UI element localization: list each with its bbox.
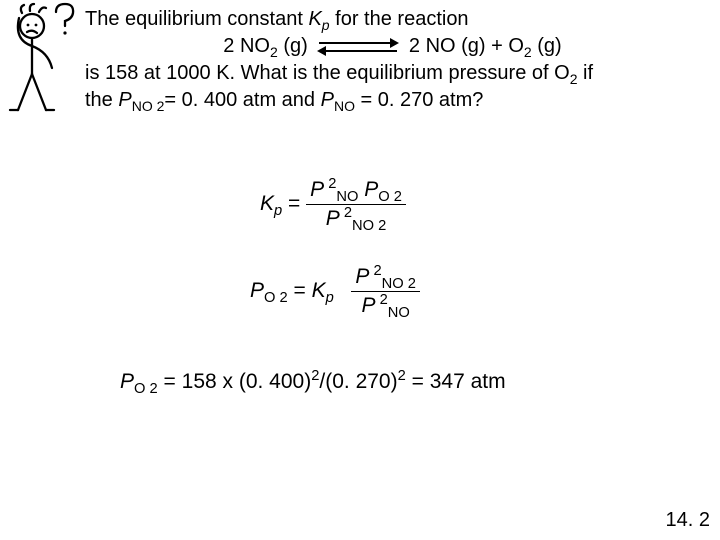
result-line: PO 2 = 158 x (0. 400)2/(0. 270)2 = 347 a… [120, 370, 506, 394]
product-phase: (g) [532, 35, 562, 57]
P: P [250, 279, 264, 302]
kp-K: K [308, 8, 321, 30]
text: the [85, 89, 118, 111]
P: P [358, 178, 378, 201]
K: K [312, 279, 326, 302]
kp-p: p [322, 17, 330, 33]
text: for the reaction [330, 8, 469, 30]
sub: NO [388, 305, 410, 321]
P: P [120, 370, 134, 393]
pno2-sub: NO 2 [132, 98, 165, 114]
sub: O 2 [134, 381, 158, 397]
pno-sub: NO [334, 98, 355, 114]
text: = 347 atm [406, 370, 506, 393]
problem-line-1: The equilibrium constant Kp for the reac… [85, 6, 700, 33]
text: = 158 x (0. 400) [158, 370, 312, 393]
problem-line-3: is 158 at 1000 K. What is the equilibriu… [85, 60, 700, 87]
reaction-line: 2 NO2 (g) 2 NO (g) + O2 (g) [85, 33, 700, 60]
text: = 0. 400 atm and [164, 89, 320, 111]
sub: NO 2 [352, 218, 386, 234]
kp-expression: Kp = P 2NO PO 2 P 2NO 2 [260, 178, 406, 231]
page-number: 14. 2 [666, 509, 710, 532]
text: is 158 at 1000 K. What is the equilibriu… [85, 62, 570, 84]
p: p [326, 290, 334, 306]
thinker-figure [8, 2, 76, 117]
reactant: 2 NO [223, 35, 270, 57]
denominator: P 2NO 2 [306, 204, 406, 231]
p: p [274, 203, 282, 219]
sup: 2 [398, 368, 406, 384]
sub: NO 2 [382, 276, 416, 292]
equals: = [288, 279, 312, 302]
P: P [321, 89, 334, 111]
text: = 0. 270 atm? [355, 89, 483, 111]
P: P [355, 265, 369, 288]
K: K [260, 192, 274, 215]
sup: 2 [369, 263, 381, 279]
problem-line-4: the PNO 2= 0. 400 atm and PNO = 0. 270 a… [85, 87, 700, 114]
denominator: P 2NO [351, 291, 420, 318]
P: P [118, 89, 131, 111]
numerator: P 2NO PO 2 [306, 178, 406, 204]
reactant-phase: (g) [278, 35, 308, 57]
numerator: P 2NO 2 [351, 265, 420, 291]
problem-text: The equilibrium constant Kp for the reac… [85, 6, 700, 114]
fraction: P 2NO 2 P 2NO [351, 265, 420, 318]
P: P [326, 207, 340, 230]
sub: NO [336, 189, 358, 205]
reactant-sub: 2 [270, 44, 278, 60]
text: The equilibrium constant [85, 8, 308, 30]
fraction: P 2NO PO 2 P 2NO 2 [306, 178, 406, 231]
sub: O 2 [264, 290, 288, 306]
equals: = [282, 192, 306, 215]
product-sub: 2 [524, 44, 532, 60]
text: /(0. 270) [319, 370, 397, 393]
sup: 2 [340, 205, 352, 221]
po2-expression: PO 2 = Kp P 2NO 2 P 2NO [250, 265, 420, 318]
P: P [361, 294, 375, 317]
sup: 2 [324, 176, 336, 192]
sup: 2 [375, 292, 387, 308]
P: P [310, 178, 324, 201]
text: if [577, 62, 593, 84]
sub: O 2 [378, 189, 402, 205]
equilibrium-arrows-icon [319, 38, 397, 56]
product-a: 2 NO (g) + O [409, 35, 524, 57]
